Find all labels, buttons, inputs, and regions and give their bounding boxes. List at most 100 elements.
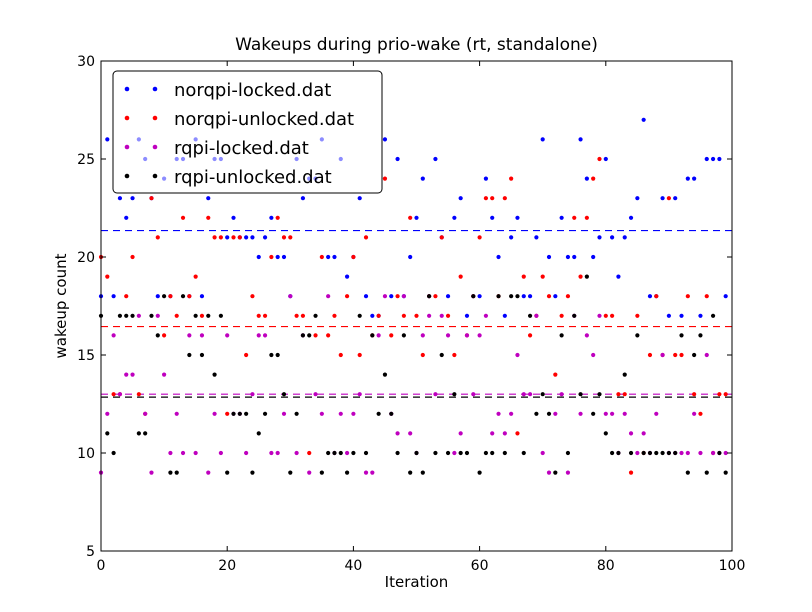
data-point-series-2 xyxy=(439,313,444,318)
data-point-series-3 xyxy=(187,352,192,358)
x-tick-label: 100 xyxy=(719,558,746,574)
data-point-series-3 xyxy=(666,450,672,456)
data-point-series-0 xyxy=(490,215,495,220)
data-point-series-2 xyxy=(534,313,539,318)
data-point-series-2 xyxy=(124,372,129,377)
data-point-series-2 xyxy=(199,333,205,338)
data-point-series-0 xyxy=(509,235,514,240)
data-point-series-3 xyxy=(534,411,539,416)
data-point-series-0 xyxy=(723,294,728,299)
data-point-series-1 xyxy=(162,333,167,338)
data-point-series-0 xyxy=(420,176,425,181)
data-point-series-3 xyxy=(622,372,627,377)
data-point-series-1 xyxy=(338,352,343,358)
data-point-series-2 xyxy=(281,411,287,416)
data-point-series-2 xyxy=(212,411,217,416)
data-point-series-0 xyxy=(231,215,236,220)
data-point-series-3 xyxy=(124,313,129,318)
data-point-series-3 xyxy=(597,392,602,397)
data-point-series-1 xyxy=(502,196,507,201)
data-point-series-3 xyxy=(237,411,242,416)
data-point-series-1 xyxy=(603,313,608,318)
data-point-series-0 xyxy=(332,254,337,260)
legend-label: norqpi-unlocked.dat xyxy=(174,109,354,130)
data-point-series-2 xyxy=(250,392,255,397)
data-point-series-3 xyxy=(628,450,634,456)
data-point-series-1 xyxy=(591,176,596,181)
data-point-series-2 xyxy=(515,352,520,358)
data-point-series-1 xyxy=(439,235,444,240)
y-tick-label: 5 xyxy=(86,544,95,560)
data-point-series-0 xyxy=(357,196,362,201)
data-point-series-2 xyxy=(408,431,413,436)
data-point-series-3 xyxy=(445,450,451,456)
data-point-series-0 xyxy=(502,313,507,318)
data-point-series-0 xyxy=(395,156,400,162)
data-point-series-0 xyxy=(269,215,274,220)
data-point-series-2 xyxy=(427,313,432,318)
data-point-series-1 xyxy=(262,313,268,318)
data-point-series-3 xyxy=(117,313,123,318)
data-point-series-0 xyxy=(111,294,116,299)
data-point-series-1 xyxy=(673,352,678,358)
data-point-series-2 xyxy=(464,333,470,338)
data-point-series-1 xyxy=(307,450,312,456)
data-point-series-1 xyxy=(130,254,135,260)
data-point-series-1 xyxy=(445,313,451,318)
data-point-series-3 xyxy=(244,411,249,416)
x-tick-label: 40 xyxy=(344,558,362,574)
data-point-series-2 xyxy=(401,294,406,299)
data-point-series-3 xyxy=(168,470,173,475)
data-point-series-3 xyxy=(111,450,116,456)
data-points xyxy=(98,117,728,475)
data-point-series-2 xyxy=(288,294,293,299)
data-point-series-0 xyxy=(155,294,160,299)
data-point-series-3 xyxy=(565,450,571,456)
data-point-series-2 xyxy=(679,450,684,456)
data-point-series-1 xyxy=(458,274,463,279)
data-point-series-3 xyxy=(635,333,640,338)
data-point-series-1 xyxy=(313,333,318,338)
legend-marker xyxy=(124,144,130,150)
data-point-series-2 xyxy=(130,372,135,377)
data-point-series-3 xyxy=(433,450,438,456)
data-point-series-2 xyxy=(610,411,615,416)
data-point-series-2 xyxy=(294,450,299,456)
data-point-series-2 xyxy=(244,450,249,456)
data-point-series-2 xyxy=(698,450,703,456)
data-point-series-0 xyxy=(477,294,482,299)
data-point-series-0 xyxy=(250,235,255,240)
data-point-series-1 xyxy=(294,313,299,318)
data-point-series-2 xyxy=(641,431,646,436)
data-point-series-1 xyxy=(212,235,217,240)
data-point-series-0 xyxy=(370,313,375,318)
data-point-series-1 xyxy=(723,392,728,397)
data-point-series-2 xyxy=(149,470,154,475)
data-point-series-1 xyxy=(433,294,438,299)
data-point-series-2 xyxy=(723,450,728,456)
data-point-series-3 xyxy=(572,313,577,318)
data-point-series-0 xyxy=(408,254,413,260)
data-point-series-2 xyxy=(692,411,697,416)
data-point-series-3 xyxy=(540,392,545,397)
data-point-series-2 xyxy=(597,313,602,318)
data-point-series-2 xyxy=(155,313,160,318)
y-tick-label: 25 xyxy=(77,152,95,168)
data-point-series-3 xyxy=(357,313,362,318)
data-point-series-1 xyxy=(572,215,577,220)
data-point-series-3 xyxy=(660,450,665,456)
data-point-series-2 xyxy=(452,450,457,456)
data-point-series-2 xyxy=(395,431,400,436)
data-point-series-3 xyxy=(344,470,350,475)
data-point-series-3 xyxy=(521,450,526,456)
data-point-series-3 xyxy=(256,431,261,436)
data-point-series-2 xyxy=(433,392,438,397)
data-point-series-3 xyxy=(389,411,394,416)
data-point-series-1 xyxy=(698,411,703,416)
data-point-series-0 xyxy=(698,313,703,318)
data-point-series-2 xyxy=(553,411,558,416)
data-point-series-3 xyxy=(351,450,356,456)
data-point-series-1 xyxy=(231,235,236,240)
data-point-series-1 xyxy=(395,294,400,299)
data-point-series-1 xyxy=(319,254,324,260)
